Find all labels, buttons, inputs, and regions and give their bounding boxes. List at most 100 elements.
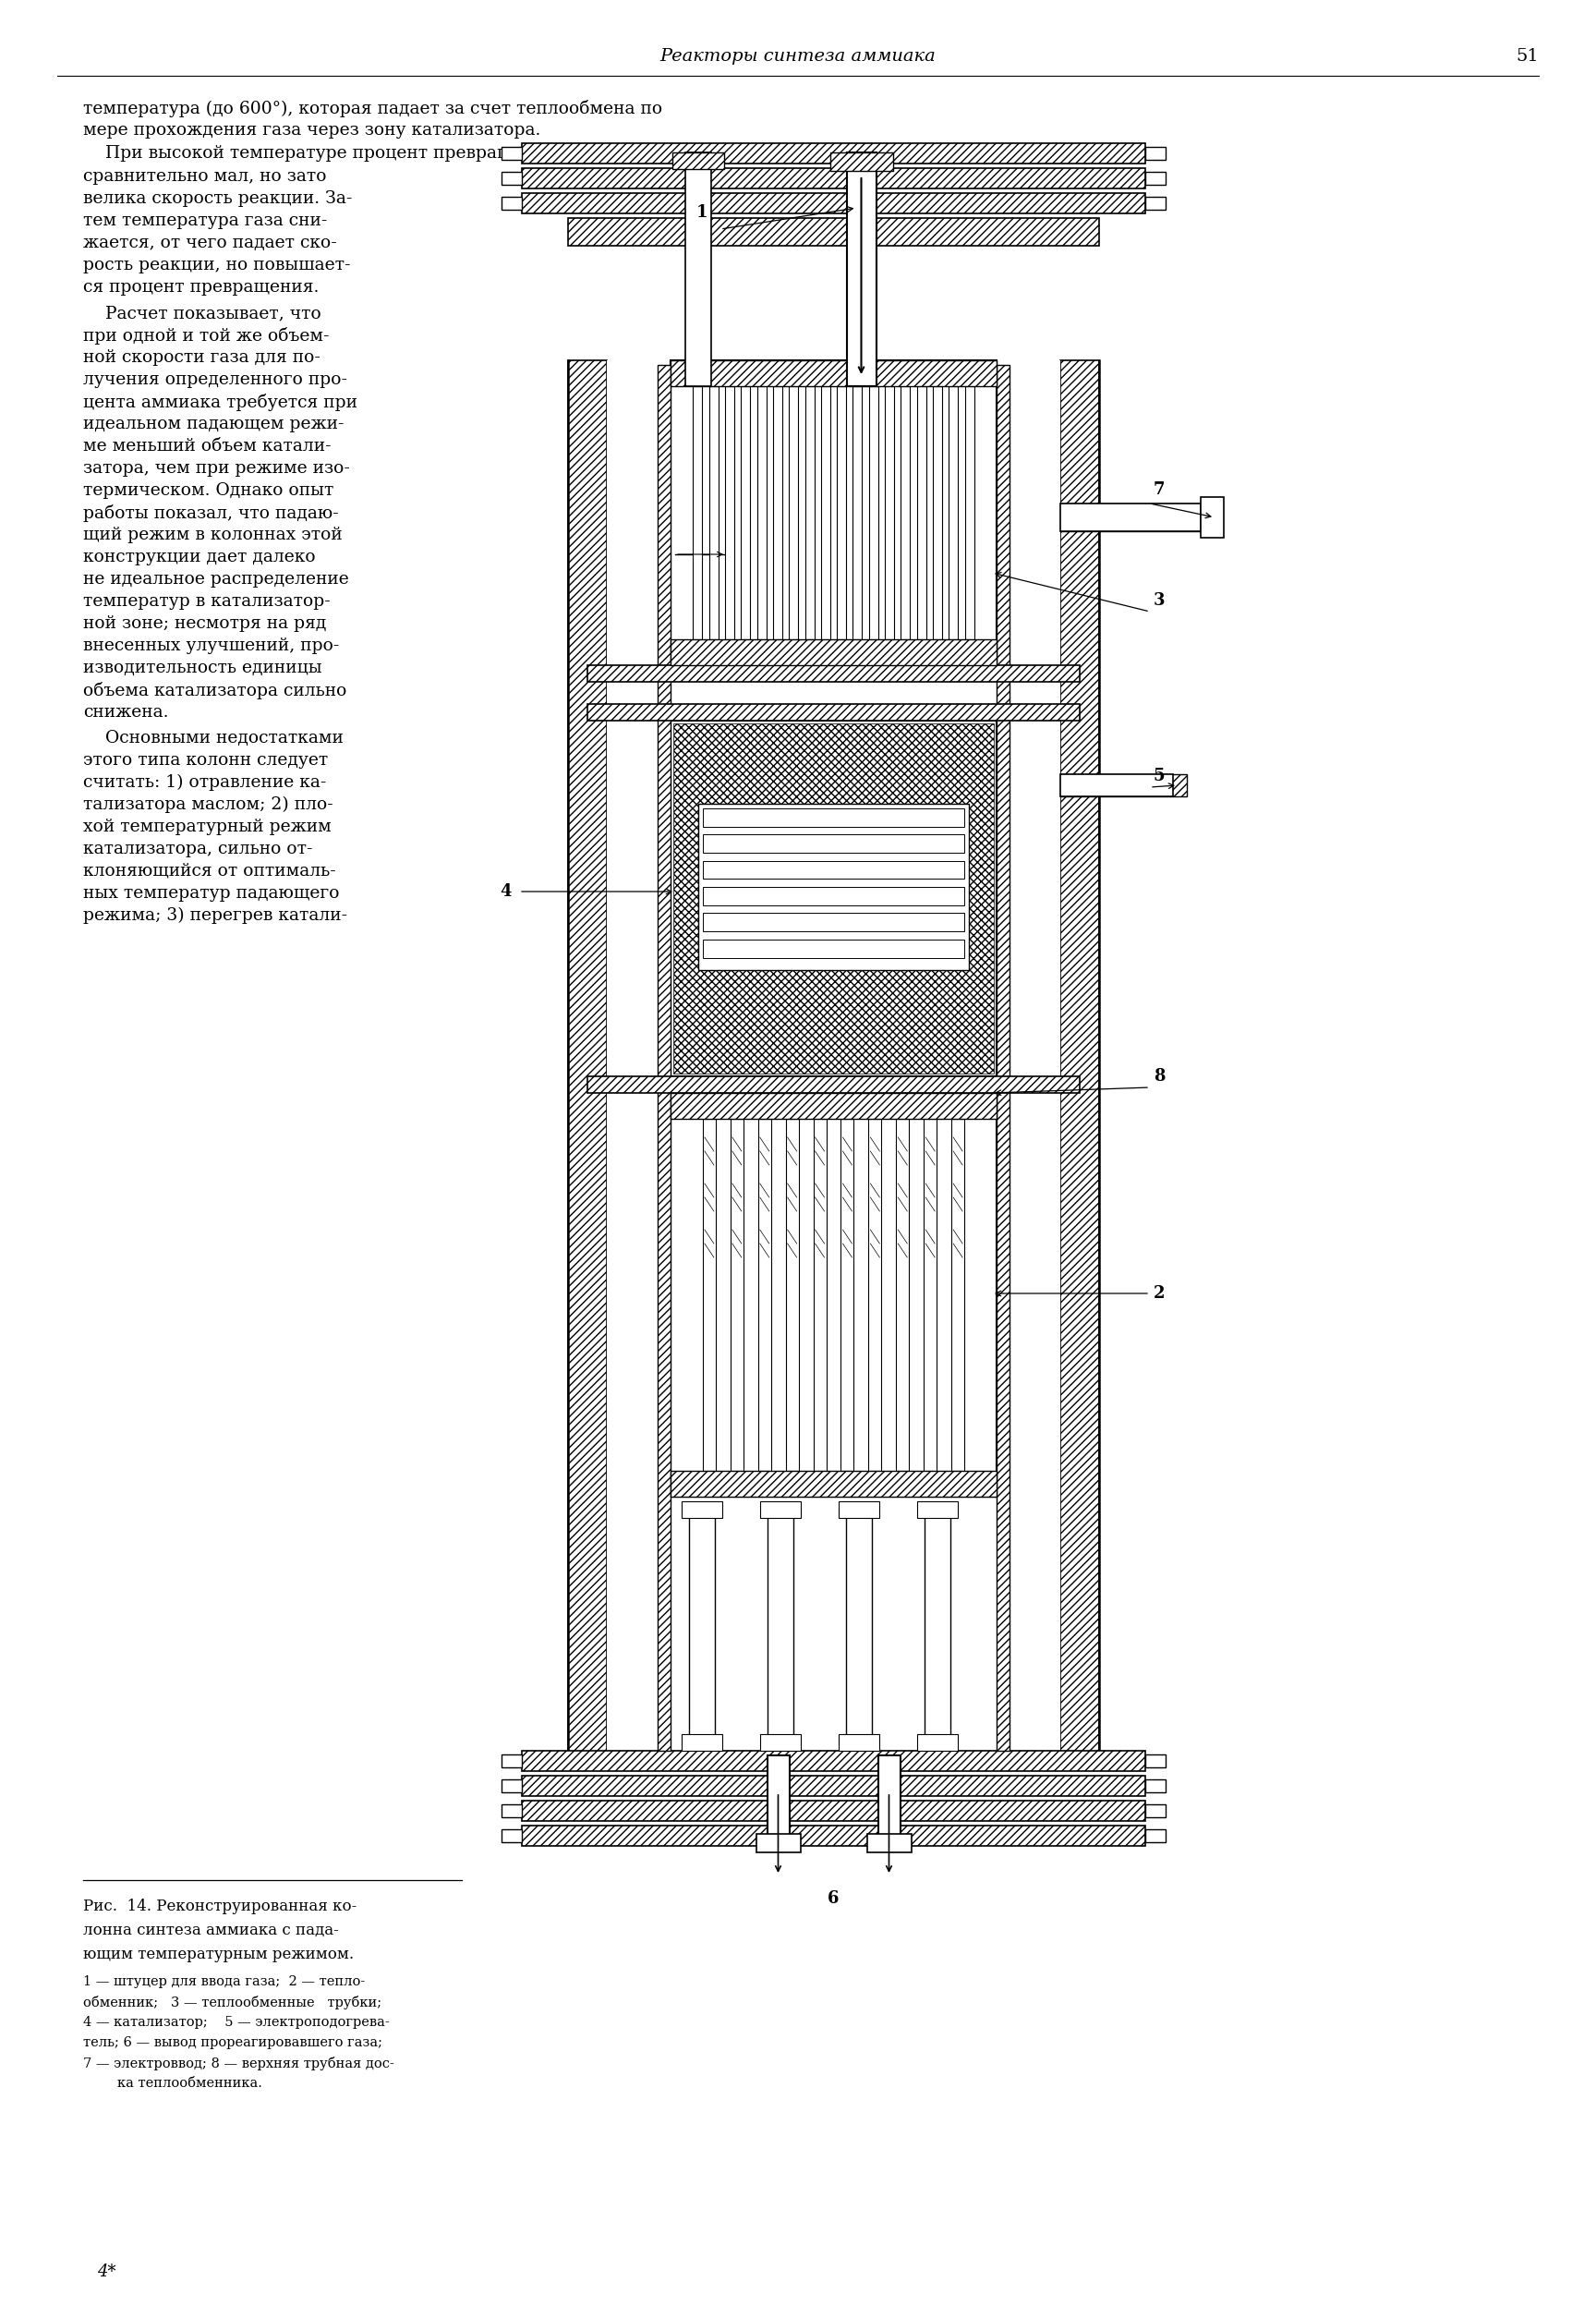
- Text: ной зоне; несмотря на ряд: ной зоне; несмотря на ряд: [83, 616, 326, 632]
- Bar: [1146, 1755, 1165, 1766]
- Bar: [501, 1829, 522, 1842]
- Text: ной скорости газа для по-: ной скорости газа для по-: [83, 348, 321, 367]
- Text: затора, чем при режиме изо-: затора, чем при режиме изо-: [83, 461, 350, 477]
- Text: ме меньший объем катали-: ме меньший объем катали-: [83, 438, 332, 454]
- Text: жается, от чего падает ско-: жается, от чего падает ско-: [83, 235, 337, 251]
- Bar: [522, 1826, 1146, 1845]
- Bar: [670, 360, 996, 664]
- Bar: [820, 385, 830, 639]
- Bar: [836, 385, 846, 639]
- Text: велика скорость реакции. За-: велика скорость реакции. За-: [83, 191, 353, 208]
- Bar: [501, 1780, 522, 1792]
- Text: 1: 1: [696, 205, 707, 221]
- Bar: [897, 1118, 910, 1471]
- Bar: [674, 724, 994, 1075]
- Bar: [996, 364, 1010, 1750]
- Text: 5: 5: [1154, 768, 1165, 784]
- Bar: [757, 1833, 800, 1852]
- Text: идеальном падающем режи-: идеальном падающем режи-: [83, 415, 345, 434]
- Text: температур в катализатор-: температур в катализатор-: [83, 593, 330, 609]
- Bar: [1146, 196, 1165, 210]
- Text: снижена.: снижена.: [83, 703, 169, 719]
- Bar: [760, 1501, 801, 1517]
- Text: не идеальное распределение: не идеальное распределение: [83, 572, 350, 588]
- Text: 4*: 4*: [97, 2264, 117, 2281]
- Bar: [1010, 360, 1060, 1755]
- Bar: [1060, 775, 1187, 796]
- Text: При высокой температуре процент превращения газа в аммиак: При высокой температуре процент превраще…: [83, 145, 691, 161]
- Bar: [934, 385, 942, 639]
- Text: Реакторы синтеза аммиака: Реакторы синтеза аммиака: [661, 48, 935, 65]
- Text: 2: 2: [1154, 1284, 1165, 1303]
- Bar: [918, 385, 926, 639]
- Text: 3: 3: [1154, 593, 1165, 609]
- Bar: [702, 860, 964, 879]
- Bar: [522, 1801, 1146, 1822]
- Bar: [522, 1776, 1146, 1796]
- Bar: [1060, 360, 1100, 1755]
- Bar: [924, 1118, 937, 1471]
- Bar: [772, 385, 782, 639]
- Bar: [966, 385, 974, 639]
- Bar: [884, 385, 894, 639]
- Bar: [1146, 1780, 1165, 1792]
- Text: внесенных улучшений, про-: внесенных улучшений, про-: [83, 636, 340, 655]
- Bar: [924, 1510, 950, 1741]
- Bar: [951, 1118, 964, 1471]
- Bar: [758, 1118, 771, 1471]
- Text: тем температура газа сни-: тем температура газа сни-: [83, 212, 327, 228]
- Bar: [838, 1501, 879, 1517]
- Bar: [757, 385, 766, 639]
- Bar: [702, 835, 964, 853]
- Bar: [501, 1803, 522, 1817]
- Bar: [522, 143, 1146, 164]
- Text: 7: 7: [1154, 482, 1165, 498]
- Bar: [670, 719, 996, 1077]
- Bar: [788, 385, 798, 639]
- Text: изводительность единицы: изводительность единицы: [83, 660, 322, 676]
- Text: ющим температурным режимом.: ющим температурным режимом.: [83, 1946, 354, 1962]
- Text: 4 — катализатор;    5 — электроподогрева-: 4 — катализатор; 5 — электроподогрева-: [83, 2015, 389, 2029]
- Bar: [709, 385, 718, 639]
- Bar: [867, 1833, 911, 1852]
- Bar: [568, 360, 606, 1755]
- Text: клоняющийся от оптималь-: клоняющийся от оптималь-: [83, 862, 337, 879]
- Bar: [670, 639, 996, 664]
- Bar: [670, 360, 996, 385]
- Text: хой температурный режим: хой температурный режим: [83, 819, 332, 835]
- Bar: [681, 1734, 723, 1750]
- Bar: [689, 1510, 715, 1741]
- Bar: [501, 148, 522, 159]
- Bar: [702, 809, 964, 828]
- Text: обменник;   3 — теплообменные   трубки;: обменник; 3 — теплообменные трубки;: [83, 1995, 381, 2009]
- Bar: [852, 385, 862, 639]
- Text: ных температур падающего: ных температур падающего: [83, 886, 340, 902]
- Bar: [878, 1755, 900, 1847]
- Text: тализатора маслом; 2) пло-: тализатора маслом; 2) пло-: [83, 796, 334, 814]
- Bar: [950, 385, 958, 639]
- Text: термическом. Однако опыт: термическом. Однако опыт: [83, 482, 334, 498]
- Bar: [658, 364, 670, 1750]
- Bar: [1200, 498, 1224, 537]
- Bar: [501, 1755, 522, 1766]
- Bar: [1146, 1803, 1165, 1817]
- Bar: [672, 152, 725, 168]
- Bar: [501, 173, 522, 184]
- Bar: [838, 1734, 879, 1750]
- Bar: [670, 1471, 996, 1497]
- Bar: [768, 1510, 793, 1741]
- Text: конструкции дает далеко: конструкции дает далеко: [83, 549, 316, 565]
- Text: 1 — штуцер для ввода газа;  2 — тепло-: 1 — штуцер для ввода газа; 2 — тепло-: [83, 1976, 365, 1988]
- Bar: [725, 385, 734, 639]
- Bar: [501, 196, 522, 210]
- Text: Рис.  14. Реконструированная ко-: Рис. 14. Реконструированная ко-: [83, 1898, 358, 1914]
- Bar: [1146, 173, 1165, 184]
- Text: режима; 3) перегрев катали-: режима; 3) перегрев катали-: [83, 906, 348, 925]
- Bar: [1060, 503, 1219, 530]
- Bar: [868, 385, 878, 639]
- Text: ка теплообменника.: ка теплообменника.: [83, 2078, 262, 2089]
- Bar: [522, 194, 1146, 214]
- Text: 7 — электроввод; 8 — верхняя трубная дос-: 7 — электроввод; 8 — верхняя трубная дос…: [83, 2057, 394, 2071]
- Bar: [606, 360, 658, 1755]
- Text: щий режим в колоннах этой: щий режим в колоннах этой: [83, 526, 343, 544]
